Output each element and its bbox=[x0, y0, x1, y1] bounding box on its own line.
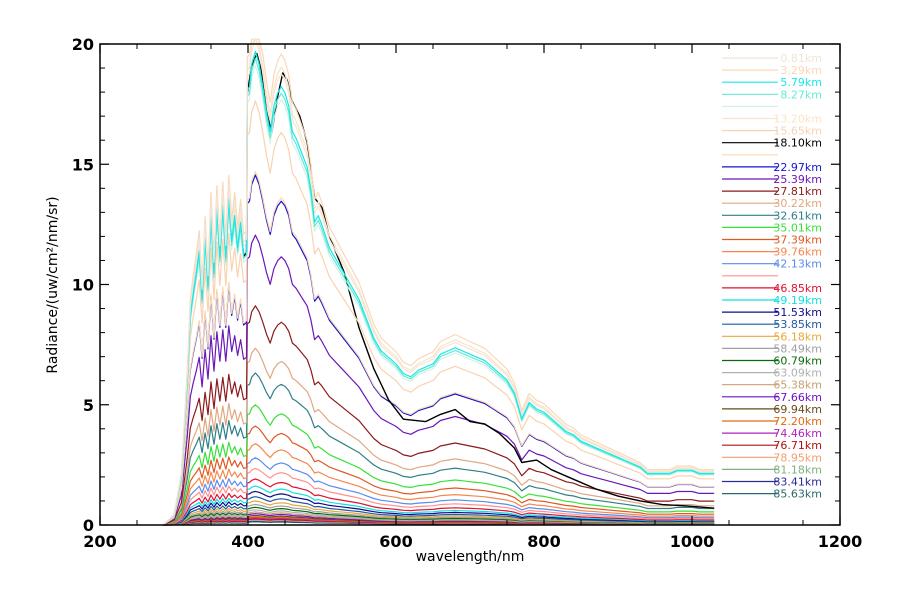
series-line bbox=[162, 457, 715, 526]
plot-frame bbox=[99, 43, 841, 526]
y-tick-label: 20 bbox=[72, 35, 94, 54]
series-line bbox=[162, 100, 715, 526]
legend-label: 32.61km bbox=[773, 209, 822, 222]
series-line bbox=[162, 490, 715, 526]
legend-label: 25.39km bbox=[773, 173, 822, 186]
y-tick-label: 5 bbox=[83, 396, 94, 415]
legend-label: 15.65km bbox=[773, 125, 822, 138]
legend-label: 81.18km bbox=[773, 463, 822, 476]
legend-label: 37.39km bbox=[773, 234, 822, 247]
axes bbox=[99, 43, 841, 526]
legend-label: 46.85km bbox=[773, 282, 822, 295]
y-tick-label: 15 bbox=[72, 155, 94, 174]
x-tick-label: 800 bbox=[527, 532, 560, 551]
series-line bbox=[162, 234, 715, 526]
x-axis-label: wavelength/nm bbox=[416, 549, 525, 565]
series-line bbox=[162, 500, 715, 526]
legend-label: 58.49km bbox=[773, 342, 822, 355]
legend-label: 35.01km bbox=[773, 221, 822, 234]
series-line bbox=[162, 52, 715, 526]
legend-label: 39.76km bbox=[773, 246, 822, 259]
legend-label: 76.71km bbox=[773, 439, 822, 452]
x-tick-label: 600 bbox=[379, 532, 412, 551]
legend-label: 60.79km bbox=[773, 355, 822, 368]
legend-label: 8.27km bbox=[780, 88, 822, 101]
series-layer bbox=[162, 38, 715, 526]
series-line bbox=[162, 57, 715, 526]
legend-label: 22.97km bbox=[773, 161, 822, 174]
legend-label: 69.94km bbox=[773, 403, 822, 416]
x-tick-label: 1200 bbox=[818, 532, 863, 551]
y-tick-label: 0 bbox=[83, 516, 94, 535]
legend-label: 51.53km bbox=[773, 306, 822, 319]
y-tick-label: 10 bbox=[72, 276, 94, 295]
ticks: 200 400 600 800 1000 1200 0 5 10 15 20 bbox=[72, 35, 863, 551]
series-line bbox=[162, 485, 715, 526]
legend-label: 56.18km bbox=[773, 330, 822, 343]
legend-label: 67.66km bbox=[773, 391, 822, 404]
series-line bbox=[162, 50, 715, 526]
x-tick-label: 1000 bbox=[670, 532, 715, 551]
legend-label: 53.85km bbox=[773, 318, 822, 331]
series-line bbox=[162, 372, 715, 526]
x-tick-label: 400 bbox=[231, 532, 264, 551]
legend-label: 42.13km bbox=[773, 258, 822, 271]
legend-label: 83.41km bbox=[773, 476, 822, 489]
legend-label: 27.81km bbox=[773, 185, 822, 198]
series-line bbox=[162, 404, 715, 526]
series-line bbox=[162, 478, 715, 526]
series-line bbox=[162, 38, 715, 526]
legend-label: 63.09km bbox=[773, 367, 822, 380]
legend-label: 5.79km bbox=[780, 76, 822, 89]
legend-label: 30.22km bbox=[773, 197, 822, 210]
series-line bbox=[162, 305, 715, 526]
series-line bbox=[162, 443, 715, 526]
series-line bbox=[162, 38, 715, 526]
series-line bbox=[162, 347, 715, 526]
legend-label: 3.29km bbox=[780, 64, 822, 77]
x-tick-label: 200 bbox=[83, 532, 116, 551]
legend-label: 49.19km bbox=[773, 294, 822, 307]
series-line bbox=[162, 496, 715, 526]
legend-label: 74.46km bbox=[773, 427, 822, 440]
legend-label: 13.20km bbox=[773, 113, 822, 126]
series-line bbox=[162, 38, 715, 526]
legend-label: 18.10km bbox=[773, 137, 822, 150]
series-line bbox=[162, 467, 715, 526]
y-axis-label: Radiance/(uw/cm²/nm/sr) bbox=[45, 196, 61, 373]
series-line bbox=[162, 425, 715, 526]
series-line bbox=[162, 170, 715, 526]
legend-label: 85.63km bbox=[773, 488, 822, 501]
legend-label: 0.81km bbox=[780, 52, 822, 65]
legend-label: 78.95km bbox=[773, 451, 822, 464]
legend-label: 65.38km bbox=[773, 379, 822, 392]
legend-label: 72.20km bbox=[773, 415, 822, 428]
